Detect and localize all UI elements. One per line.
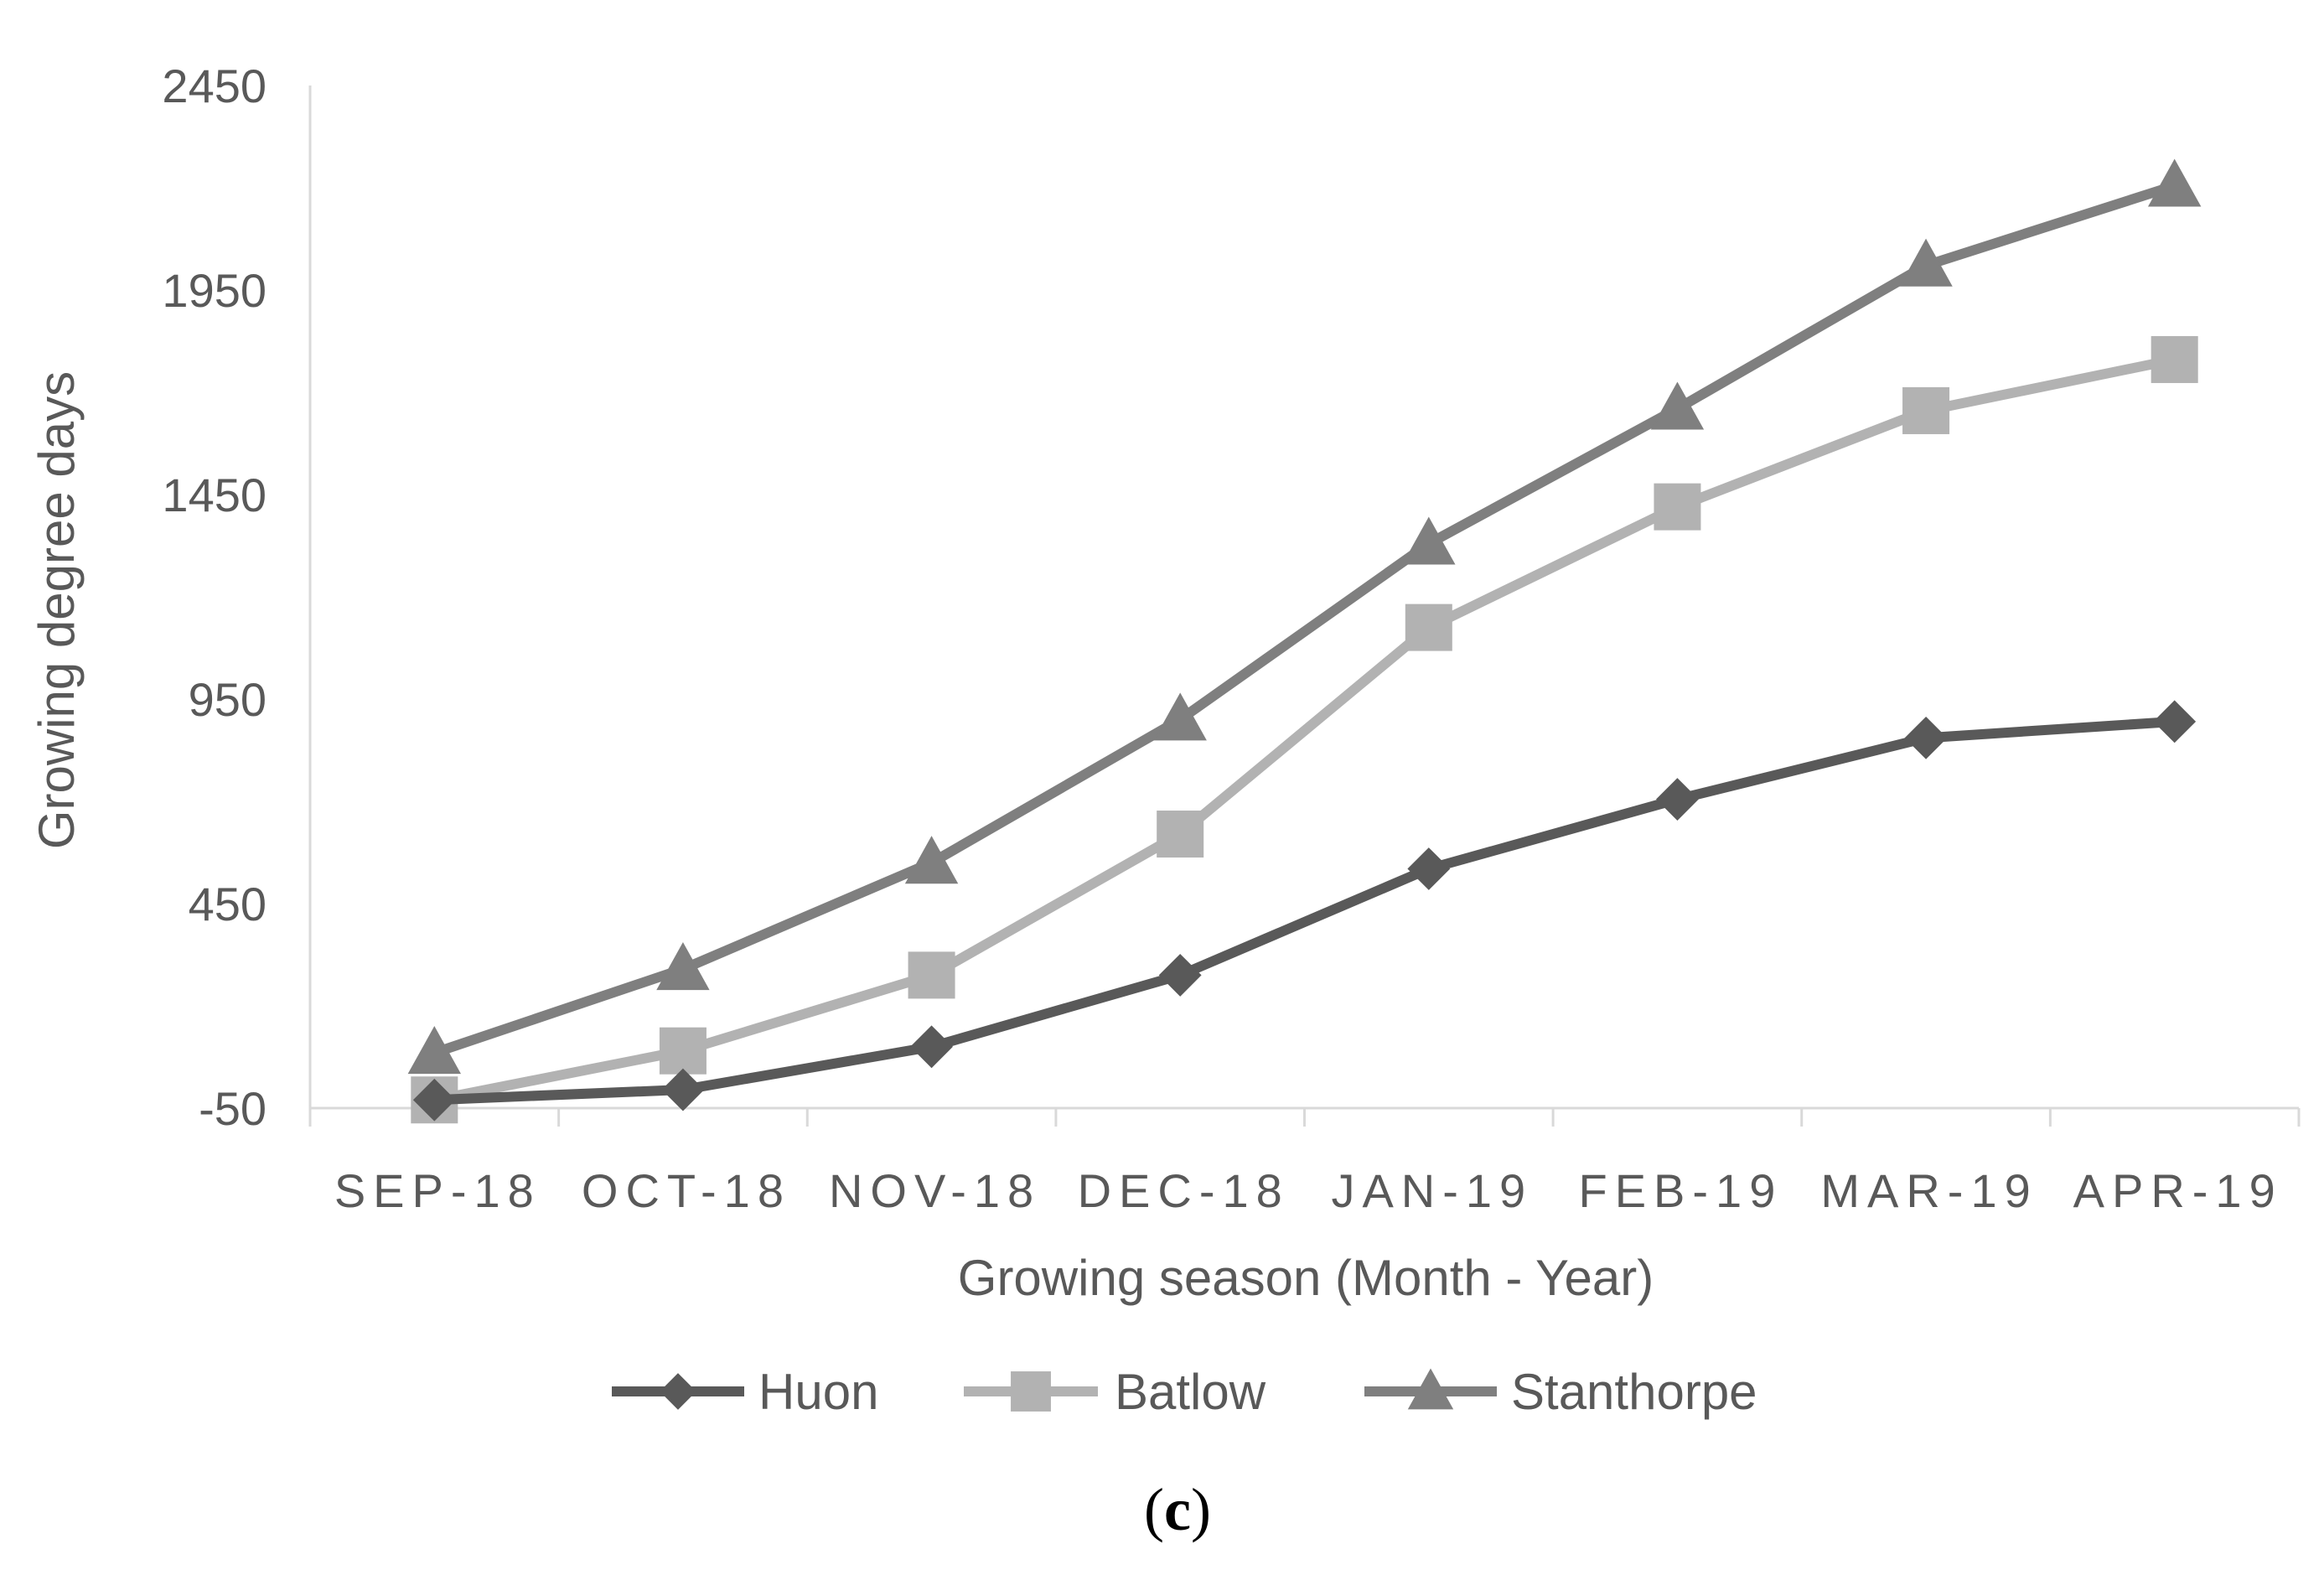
y-tick-label: -50	[199, 1082, 267, 1135]
marker-square	[908, 951, 955, 999]
x-tick-label: DEC-18	[1078, 1164, 1290, 1217]
series-stanthorpe	[407, 158, 2202, 1075]
marker-triangle	[1650, 381, 1705, 430]
marker-square	[659, 1027, 707, 1075]
marker-square	[1654, 483, 1701, 531]
series-line	[434, 716, 2176, 1106]
series-line	[433, 355, 2176, 1106]
marker-triangle	[407, 1026, 462, 1075]
marker-triangle	[904, 836, 959, 884]
legend-label: Huon	[758, 1364, 878, 1420]
marker-square	[1902, 386, 1950, 434]
y-tick-label: 1450	[162, 469, 267, 521]
series-lines	[407, 158, 2202, 1124]
series-line	[432, 180, 2176, 1058]
x-tick-labels: SEP-18 OCT-18 NOV-18 DEC-18 JAN-19 FEB-19 MAR-…	[334, 1164, 2283, 1217]
x-tick-label: APR-19	[2073, 1164, 2283, 1217]
marker-square	[1405, 604, 1452, 651]
marker-square	[1011, 1371, 1051, 1412]
marker-diamond	[660, 1373, 696, 1410]
marker-triangle	[1153, 692, 1207, 741]
marker-diamond	[2153, 700, 2197, 743]
marker-diamond	[1656, 778, 1699, 821]
marker-diamond	[1407, 847, 1451, 890]
x-tick-label: NOV-18	[829, 1164, 1041, 1217]
marker-triangle	[2147, 158, 2202, 207]
x-axis-title: Growing season (Month - Year)	[958, 1250, 1654, 1306]
x-tick-label: JAN-19	[1331, 1164, 1533, 1217]
marker-diamond	[1904, 716, 1948, 759]
legend-item-huon: Huon	[612, 1364, 878, 1420]
marker-diamond	[661, 1068, 705, 1111]
figure-caption: (c)	[1144, 1476, 1211, 1543]
y-tick-labels: -50 450 950 1450 1950 2450	[162, 60, 267, 1135]
series-huon	[412, 700, 2197, 1122]
legend-item-stanthorpe: Stanthorpe	[1364, 1364, 1757, 1420]
marker-triangle	[1899, 238, 1953, 287]
chart-axes	[308, 85, 2301, 1127]
marker-diamond	[910, 1025, 953, 1069]
y-tick-label: 450	[189, 878, 267, 930]
caption-letter: c	[1164, 1476, 1191, 1543]
y-axis-title: Growing degree days	[28, 371, 85, 849]
legend-item-batlow: Batlow	[964, 1364, 1266, 1420]
legend-label: Batlow	[1115, 1364, 1266, 1420]
marker-triangle	[1402, 516, 1456, 565]
marker-triangle	[1407, 1368, 1454, 1410]
y-tick-label: 950	[189, 673, 267, 726]
marker-square	[1157, 811, 1204, 858]
caption-close: )	[1191, 1476, 1211, 1543]
y-tick-label: 2450	[162, 60, 267, 112]
marker-diamond	[412, 1078, 456, 1122]
marker-square	[2151, 335, 2198, 383]
x-tick-label: FEB-19	[1579, 1164, 1783, 1217]
x-tick-label: SEP-18	[334, 1164, 541, 1217]
x-tick-label: MAR-19	[1820, 1164, 2037, 1217]
legend-label: Stanthorpe	[1511, 1364, 1757, 1420]
caption-open: (	[1144, 1476, 1164, 1543]
y-tick-label: 1950	[162, 264, 267, 317]
marker-triangle	[656, 942, 710, 991]
marker-diamond	[1158, 953, 1202, 997]
x-tick-label: OCT-18	[582, 1164, 791, 1217]
legend: Huon Batlow Stanthorpe	[612, 1364, 1757, 1420]
